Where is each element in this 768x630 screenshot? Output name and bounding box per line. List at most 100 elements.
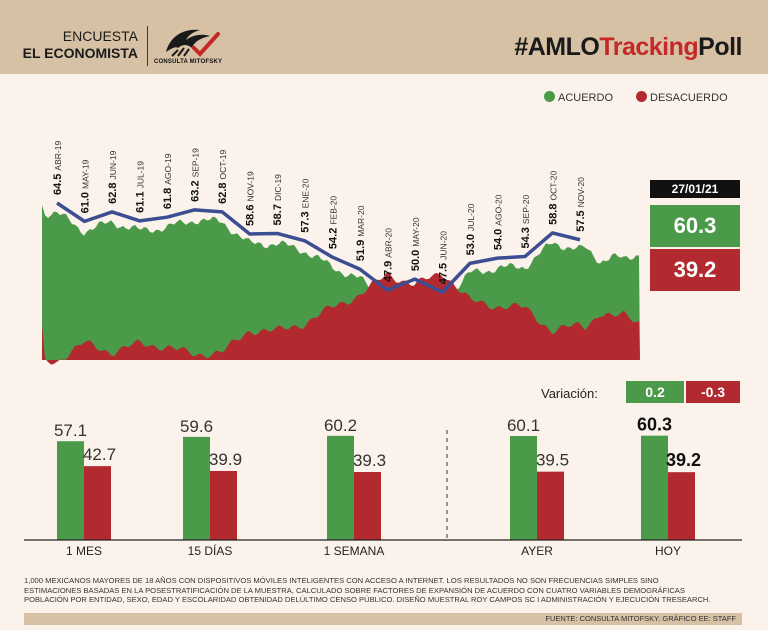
point-label: 62.8JUN-19 <box>107 150 119 204</box>
variation-label: Variación: <box>541 386 598 401</box>
point-label: 64.5ABR-19 <box>52 141 64 195</box>
legend-acuerdo-label: ACUERDO <box>558 92 614 104</box>
point-label: 47.5JUN-20 <box>437 231 449 285</box>
legend-desacuerdo-dot <box>636 91 647 102</box>
point-value-and-month: 54.3SEP-20 <box>520 195 532 249</box>
point-value-and-month: 57.5NOV-20 <box>575 177 587 232</box>
legend-desacuerdo-label: DESACUERDO <box>650 92 728 104</box>
bar-desacuerdo <box>354 472 381 540</box>
point-value-and-month: 50.0MAY-20 <box>410 217 422 271</box>
current-desacuerdo-value: 39.2 <box>650 249 740 291</box>
point-label: 62.8OCT-19 <box>217 149 229 203</box>
point-label: 53.0JUL-20 <box>465 203 477 255</box>
point-value-and-month: 63.2SEP-19 <box>190 148 202 202</box>
bar-desacuerdo-label: 39.3 <box>353 451 386 470</box>
point-value-and-month: 58.7DIC-19 <box>272 174 284 226</box>
logo-caption: CONSULTA MITOFSKY <box>154 59 223 65</box>
methodology-note: 1,000 MEXICANOS MAYORES DE 18 AÑOS CON D… <box>24 576 711 604</box>
bar-acuerdo-label: 60.3 <box>637 415 672 435</box>
tracking-area-chart: 64.5ABR-19 61.0MAY-19 62.8JUN-19 61.1JUL-19… <box>42 141 640 365</box>
legend-acuerdo-dot <box>544 91 555 102</box>
bar-desacuerdo <box>668 472 695 540</box>
point-value-and-month: 54.2FEB-20 <box>327 196 339 250</box>
point-label: 58.7DIC-19 <box>272 174 284 226</box>
point-value-and-month: 57.3ENE-20 <box>300 178 312 232</box>
point-label: 54.0AGO-20 <box>492 194 504 250</box>
bar-acuerdo <box>57 441 84 540</box>
source-text: FUENTE: CONSULTA MITOFSKY. GRÁFICO EE: S… <box>545 614 736 623</box>
hashtag-title: #AMLOTrackingPoll <box>514 33 742 62</box>
point-label: 57.3ENE-20 <box>300 178 312 232</box>
bar-desacuerdo <box>210 470 237 540</box>
line-layer <box>56 201 581 294</box>
bar-layer: 57.1 42.7 1 MES 59.6 39.9 15 DÍAS 60.2 39.3 1 SE… <box>24 415 742 558</box>
bar-desacuerdo-label: 42.7 <box>83 445 116 464</box>
variation-acuerdo: 0.2 <box>626 381 684 403</box>
point-label: 58.6NOV-19 <box>245 171 257 226</box>
header-divider <box>147 26 148 66</box>
bar-category-label: 15 DÍAS <box>188 543 233 558</box>
bar-acuerdo <box>183 436 210 540</box>
bar-acuerdo-label: 60.2 <box>324 416 357 435</box>
mitofsky-logo-icon <box>166 29 220 57</box>
bar-group: 57.1 42.7 1 MES <box>54 421 116 558</box>
point-value-and-month: 53.0JUL-20 <box>465 203 477 255</box>
point-value-and-month: 58.8OCT-20 <box>547 170 559 224</box>
bar-acuerdo <box>327 435 354 540</box>
point-value-and-month: 64.5ABR-19 <box>52 141 64 195</box>
bar-desacuerdo <box>84 466 111 540</box>
point-label: 51.9MAR-20 <box>355 205 367 261</box>
point-label: 63.2SEP-19 <box>190 148 202 202</box>
bar-desacuerdo <box>537 471 564 540</box>
point-label: 61.1JUL-19 <box>135 161 147 213</box>
hashtag-prefix: #AMLO <box>514 33 600 61</box>
legend-desacuerdo: DESACUERDO <box>636 91 728 104</box>
source-bar: FUENTE: CONSULTA MITOFSKY. GRÁFICO EE: S… <box>24 613 742 625</box>
variation-desacuerdo: -0.3 <box>686 381 740 403</box>
current-acuerdo-value: 60.3 <box>650 205 740 247</box>
hashtag-suffix: Poll <box>698 33 742 61</box>
bar-acuerdo-label: 60.1 <box>507 416 540 435</box>
bar-acuerdo <box>510 436 537 540</box>
bar-desacuerdo-label: 39.9 <box>209 450 242 469</box>
bar-acuerdo-label: 57.1 <box>54 421 87 440</box>
acuerdo-line <box>56 201 581 294</box>
point-label: 58.8OCT-20 <box>547 170 559 224</box>
header-bar: ENCUESTA EL ECONOMISTA CONSULTA MITOFSKY… <box>0 0 768 74</box>
hashtag-mid: Tracking <box>599 33 699 61</box>
current-date: 27/01/21 <box>650 180 740 198</box>
bar-acuerdo-label: 59.6 <box>180 417 213 436</box>
point-value-and-month: 61.1JUL-19 <box>135 161 147 213</box>
bar-group: 60.3 39.2 HOY <box>637 415 701 558</box>
bar-category-label: AYER <box>521 544 553 558</box>
point-value-and-month: 47.9ABR-20 <box>382 228 394 282</box>
bar-category-label: 1 MES <box>66 544 102 558</box>
bar-group: 60.1 39.5 AYER <box>507 416 569 558</box>
survey-title-line2: EL ECONOMISTA <box>22 45 138 61</box>
survey-title: ENCUESTA EL ECONOMISTA <box>20 28 138 62</box>
bar-category-label: HOY <box>655 544 681 558</box>
point-label: 54.3SEP-20 <box>520 195 532 249</box>
bar-acuerdo <box>641 435 668 540</box>
point-value-and-month: 62.8OCT-19 <box>217 149 229 203</box>
point-value-and-month: 58.6NOV-19 <box>245 171 257 226</box>
bar-group: 60.2 39.3 1 SEMANA <box>324 416 386 558</box>
bar-desacuerdo-label: 39.2 <box>666 450 701 470</box>
point-value-and-month: 47.5JUN-20 <box>437 231 449 285</box>
point-label: 47.9ABR-20 <box>382 228 394 282</box>
bar-desacuerdo-label: 39.5 <box>536 451 569 470</box>
bar-group: 59.6 39.9 15 DÍAS <box>180 417 242 558</box>
comparison-bar-chart: 57.1 42.7 1 MES 59.6 39.9 15 DÍAS 60.2 39.3 1 SE… <box>24 415 742 558</box>
survey-title-line1: ENCUESTA <box>62 28 138 44</box>
area-layer <box>42 205 640 365</box>
point-value-and-month: 62.8JUN-19 <box>107 150 119 204</box>
bar-category-label: 1 SEMANA <box>324 544 385 558</box>
legend-acuerdo: ACUERDO <box>544 91 613 104</box>
point-value-and-month: 51.9MAR-20 <box>355 205 367 261</box>
point-value-and-month: 61.0MAY-19 <box>80 159 92 213</box>
point-label: 61.8AGO-19 <box>162 153 174 209</box>
desacuerdo-area <box>42 272 640 365</box>
point-value-and-month: 61.8AGO-19 <box>162 153 174 209</box>
point-label: 54.2FEB-20 <box>327 196 339 250</box>
point-label: 50.0MAY-20 <box>410 217 422 271</box>
